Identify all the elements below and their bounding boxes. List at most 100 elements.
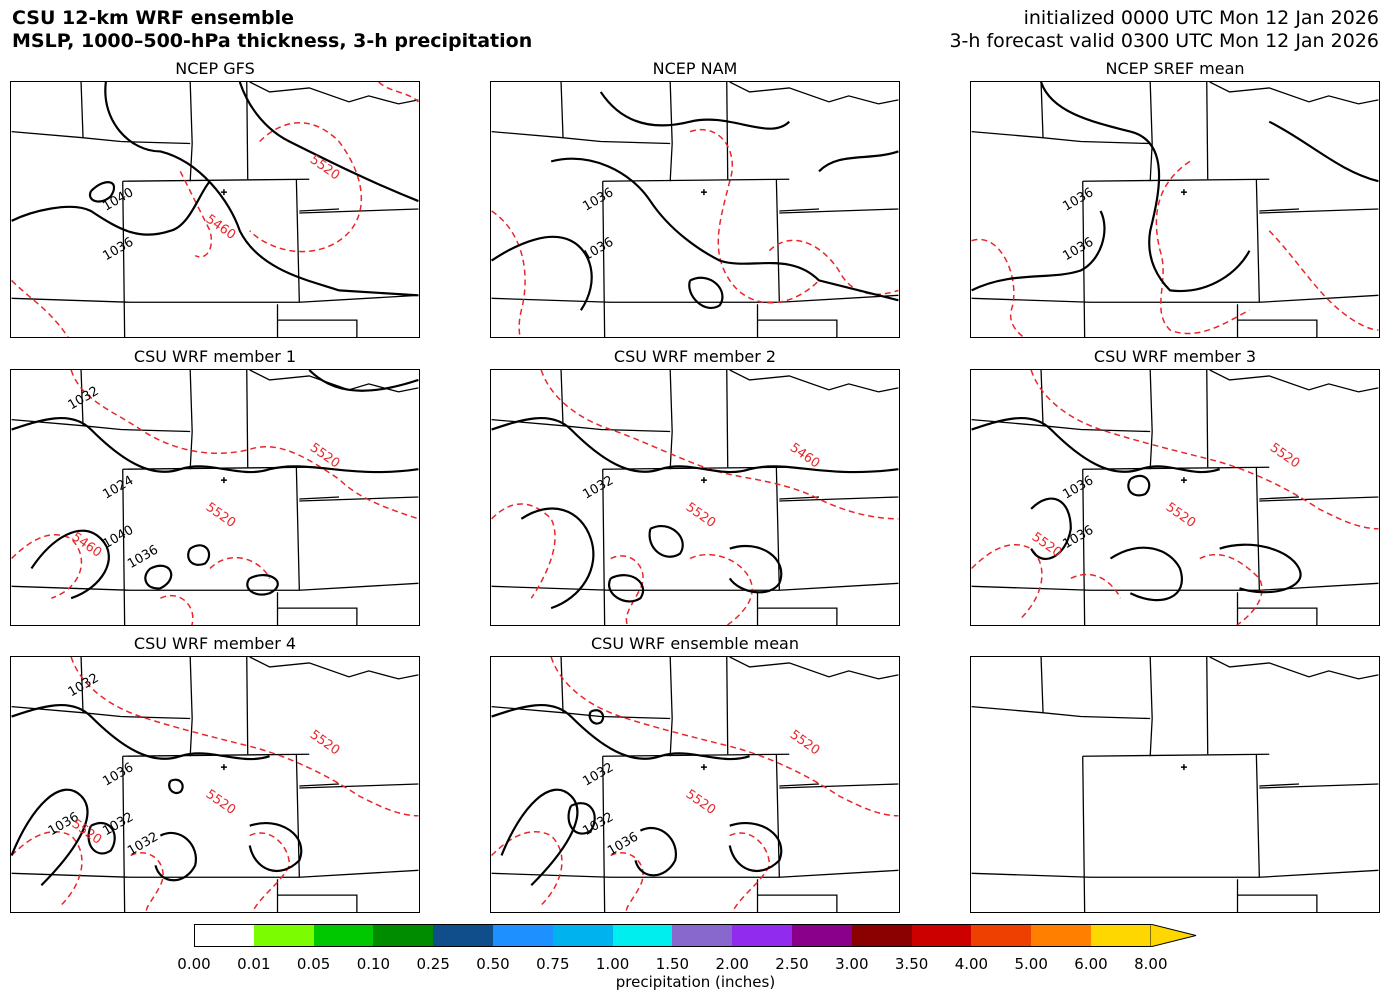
- thickness-contour-label: 5520: [307, 727, 342, 758]
- mslp-contour: [30, 529, 110, 600]
- state-border: [299, 208, 419, 214]
- state-border: [189, 657, 193, 719]
- mslp-contour: [104, 82, 419, 297]
- mslp-contour: [588, 709, 605, 725]
- mslp-contour: [728, 822, 783, 872]
- state-border: [560, 82, 564, 138]
- mslp-contour: [1268, 120, 1379, 183]
- mslp-contour-label: 1040: [100, 185, 136, 214]
- state-border: [122, 181, 126, 337]
- state-border: [246, 370, 249, 468]
- mslp-contour: [634, 827, 678, 877]
- state-border: [1259, 208, 1300, 212]
- mslp-contour-label: 1032: [125, 830, 161, 859]
- station-marker-icon: [1180, 764, 1187, 771]
- station-marker-icon: [700, 477, 707, 484]
- colorbar-bin: [1090, 924, 1151, 947]
- colorbar-tick-label: 0.01: [237, 955, 271, 973]
- station-marker-icon: [700, 764, 707, 771]
- colorbar-tick-label: 0.00: [177, 955, 211, 973]
- mslp-contour-label: 1036: [580, 185, 616, 214]
- valid-time-block: initialized 0000 UTC Mon 12 Jan 2026 3-h…: [949, 7, 1379, 53]
- station-marker-icon: [220, 764, 227, 771]
- thickness-contour-label: 5520: [203, 787, 238, 818]
- mslp-contour-label: 1036: [1060, 185, 1096, 214]
- state-border: [1082, 181, 1086, 337]
- thickness-contour: [11, 279, 69, 337]
- state-border: [80, 370, 84, 426]
- mslp-contour: [144, 564, 173, 590]
- colorbar-tick-label: 3.00: [835, 955, 869, 973]
- thickness-contour: [491, 210, 526, 337]
- mslp-contour-label: 1036: [1060, 523, 1096, 552]
- state-border: [1082, 753, 1270, 757]
- thickness-contour: [378, 82, 419, 103]
- panel-title-member-4: CSU WRF member 4: [133, 634, 297, 653]
- colorbar-tick-label: 0.05: [296, 955, 331, 973]
- thickness-contour-label: 5520: [1029, 530, 1064, 561]
- mslp-contour: [728, 544, 783, 594]
- state-border: [80, 657, 84, 713]
- mslp-contour: [688, 276, 724, 309]
- state-border: [277, 607, 358, 625]
- state-border: [971, 705, 1151, 720]
- state-border: [971, 582, 1379, 591]
- thickness-contour: [70, 657, 419, 817]
- state-border: [295, 467, 300, 591]
- state-border: [295, 179, 300, 303]
- coastline: [1209, 657, 1379, 680]
- state-border: [1040, 370, 1044, 426]
- colorbar-bin: [552, 924, 613, 947]
- state-border: [775, 467, 780, 591]
- valid-time: 3-h forecast valid 0300 UTC Mon 12 Jan 2…: [949, 30, 1379, 52]
- state-border: [11, 130, 191, 145]
- mslp-contour-label: 1032: [580, 760, 616, 789]
- colorbar-bin: [253, 924, 314, 947]
- mslp-contour: [11, 788, 89, 886]
- colorbar-tick-label: 5.00: [1014, 955, 1048, 973]
- panel-title-member-2: CSU WRF member 2: [613, 347, 777, 366]
- thickness-contour-label: 5520: [683, 787, 718, 818]
- state-border: [1259, 783, 1300, 787]
- mslp-contour-label: 1036: [1060, 473, 1096, 502]
- colorbar-bin: [911, 924, 972, 947]
- state-border: [1082, 469, 1086, 625]
- thickness-contour-label: 5520: [1163, 500, 1198, 531]
- mslp-contour: [818, 150, 899, 173]
- map-panel-member-4: 1036 1032 1032 1032 1036 5520 5520 5520: [10, 656, 420, 913]
- thickness-contour: [729, 832, 771, 912]
- mslp-contour: [491, 417, 899, 474]
- state-border: [122, 469, 126, 625]
- colorbar-extend-arrow: [1150, 924, 1197, 947]
- thickness-contour: [550, 657, 899, 817]
- state-border: [669, 370, 673, 432]
- colorbar-bin: [313, 924, 374, 947]
- state-border: [757, 894, 838, 912]
- state-border: [669, 718, 673, 757]
- state-border: [1082, 756, 1086, 912]
- coastline: [729, 657, 899, 680]
- init-time: initialized 0000 UTC Mon 12 Jan 2026: [1023, 7, 1379, 29]
- colorbar-bin: [791, 924, 852, 947]
- thickness-contour: [209, 556, 271, 579]
- colorbar-bin: [194, 924, 254, 947]
- mslp-contour-label: 1036: [1060, 235, 1096, 264]
- thickness-contour: [11, 831, 83, 906]
- thickness-contour: [1030, 370, 1379, 530]
- colorbar-bin: [971, 924, 1032, 947]
- state-border: [189, 718, 193, 757]
- state-border: [491, 869, 899, 878]
- station-marker-icon: [1180, 477, 1187, 484]
- state-border: [1255, 179, 1260, 303]
- state-border: [299, 783, 340, 787]
- thickness-contour-label: 5460: [69, 530, 104, 561]
- state-border: [491, 582, 899, 591]
- figure-title: CSU 12-km WRF ensemble MSLP, 1000–500-hP…: [12, 7, 532, 53]
- thickness-contour: [70, 370, 419, 520]
- mslp-contour-label: 1032: [580, 473, 616, 502]
- mslp-contour: [88, 181, 116, 203]
- state-border: [11, 418, 191, 433]
- colorbar-tick-label: 2.00: [715, 955, 749, 973]
- colorbar-bin: [492, 924, 553, 947]
- mslp-contour-label: 1036: [100, 760, 136, 789]
